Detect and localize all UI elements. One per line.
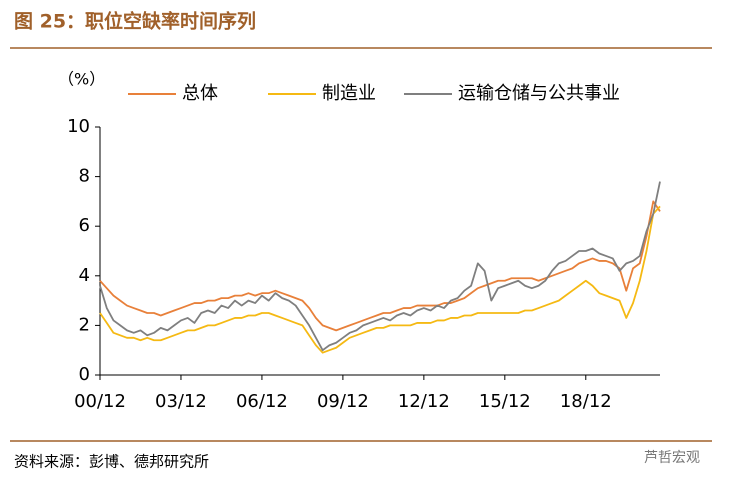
chart-title: 图 25：职位空缺率时间序列 [14,10,256,33]
legend-label: 运输仓储与公共事业 [458,83,620,104]
y-tick-label: 10 [67,116,90,137]
source: 资料来源：彭博、德邦研究所 [14,453,209,471]
legend-label: 制造业 [322,83,376,104]
x-tick-label: 09/12 [317,391,369,412]
x-tick-label: 00/12 [74,391,126,412]
x-tick-label: 03/12 [155,391,207,412]
x-tick-label: 06/12 [236,391,288,412]
x-tick-label: 15/12 [479,391,531,412]
series-line [99,181,661,352]
y-tick-label: 2 [79,314,90,335]
y-axis-label: （%） [58,70,105,89]
y-tick-label: 0 [79,364,90,385]
x-tick-label: 12/12 [398,391,450,412]
series-line [99,200,661,332]
series-line [99,205,661,354]
watermark: 芦哲宏观 [644,450,700,466]
x-tick-label: 18/12 [560,391,612,412]
y-tick-label: 4 [79,265,90,286]
y-tick-label: 6 [79,215,90,236]
y-tick-label: 8 [79,166,90,187]
legend-label: 总体 [182,83,218,104]
